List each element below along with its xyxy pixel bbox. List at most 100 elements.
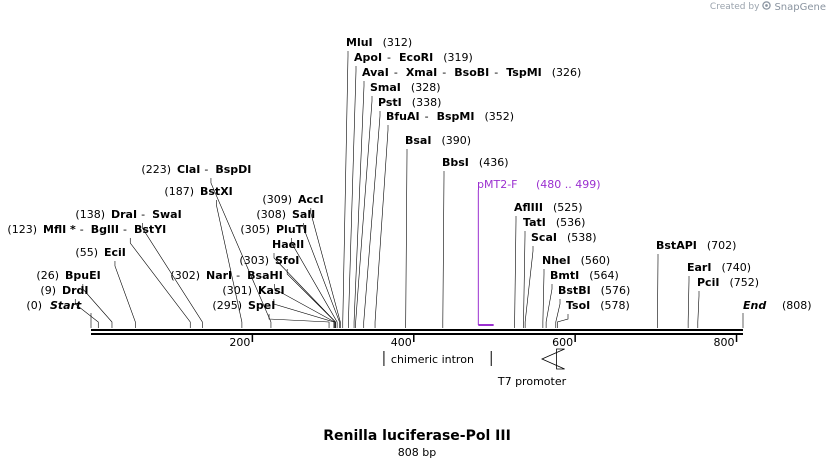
- site-tsoi[interactable]: TsoI (578): [557, 299, 630, 328]
- site-mlui[interactable]: MluI (312): [342, 36, 412, 328]
- snapgene-logo-icon: [762, 1, 772, 13]
- site-bstapi[interactable]: BstAPI (702): [656, 239, 736, 328]
- name-separator: -: [425, 110, 429, 123]
- feature-T7-promoter[interactable]: T7 promoter: [497, 348, 567, 388]
- site-tati[interactable]: TatI (536): [523, 216, 585, 328]
- enzyme-name: AccI: [298, 193, 324, 206]
- enzyme-name: PciI: [697, 276, 719, 289]
- enzyme-name: PluTI: [276, 223, 307, 236]
- site-nari[interactable]: (302) NarI - BsaHI: [170, 269, 335, 328]
- site-avai[interactable]: AvaI - XmaI - BsoBI - TspMI (326): [353, 66, 582, 328]
- site-drai[interactable]: (138) DraI - SwaI: [75, 208, 203, 328]
- primer-pmt2-f[interactable]: pMT2-F (480 .. 499): [477, 178, 601, 326]
- site-position: (326): [552, 66, 582, 79]
- site-drdi[interactable]: (9) DrdI: [40, 284, 99, 328]
- site-position: (576): [601, 284, 631, 297]
- enzyme-name: BglII: [91, 223, 119, 236]
- site-position: (302): [170, 269, 200, 282]
- enzyme-name: SwaI: [152, 208, 182, 221]
- site-position: (538): [567, 231, 597, 244]
- site-position: (303): [239, 254, 269, 267]
- site-scai[interactable]: ScaI (538): [524, 231, 597, 328]
- site-bsai[interactable]: BsaI (390): [405, 134, 471, 328]
- site-bpuei[interactable]: (26) BpuEI: [36, 269, 113, 328]
- enzyme-name: PstI: [378, 96, 402, 109]
- site-pluti[interactable]: (305) PluTI: [240, 223, 338, 328]
- enzyme-name: TsoI: [566, 299, 590, 312]
- site-connector: [442, 171, 445, 328]
- site-connector: [523, 231, 526, 328]
- site-smai[interactable]: SmaI (328): [355, 81, 441, 328]
- site-connector: [216, 200, 243, 328]
- axis-tick-600: 600: [552, 334, 576, 349]
- site-bmti[interactable]: BmtI (564): [545, 269, 619, 328]
- site-bstbi[interactable]: BstBI (576): [555, 284, 631, 328]
- enzyme-name: AflIII: [514, 201, 543, 214]
- site-connector: [524, 246, 534, 328]
- feature-label: T7 promoter: [497, 375, 567, 388]
- enzyme-name: BfuAI: [386, 110, 420, 123]
- restriction-sites-layer: (9) DrdI(26) BpuEI(55) EciI(123) MflI * - BglI…: [7, 36, 812, 328]
- site-pcii[interactable]: PciI (752): [697, 276, 759, 328]
- enzyme-name: MluI: [346, 36, 373, 49]
- start-marker: (0) Start: [26, 299, 92, 328]
- site-connector: [687, 276, 690, 328]
- name-separator: -: [123, 223, 127, 236]
- enzyme-name: ScaI: [531, 231, 557, 244]
- site-ecii[interactable]: (55) EciI: [75, 246, 136, 328]
- enzyme-name: BsaI: [405, 134, 431, 147]
- site-connector: [114, 261, 136, 328]
- enzyme-name: ClaI: [177, 163, 200, 176]
- name-separator: -: [204, 163, 208, 176]
- site-connector: [273, 253, 336, 328]
- site-position: (223): [141, 163, 171, 176]
- site-haeii[interactable]: HaeII: [272, 238, 336, 328]
- end-position: (808): [782, 299, 812, 312]
- site-connector: [291, 238, 338, 328]
- site-connector: [542, 269, 545, 328]
- site-apoi[interactable]: ApoI - EcoRI (319): [348, 51, 473, 328]
- enzyme-name: HaeII: [272, 238, 304, 251]
- enzyme-name: SfoI: [275, 254, 299, 267]
- name-separator: -: [141, 208, 145, 221]
- site-afliii[interactable]: AflIII (525): [514, 201, 583, 328]
- site-connector: [405, 149, 408, 328]
- axis-tick-800: 800: [714, 334, 738, 349]
- feature-chimeric-intron[interactable]: chimeric intron: [383, 351, 492, 366]
- enzyme-name: EcoRI: [399, 51, 433, 64]
- site-sali[interactable]: (308) SalI: [256, 208, 340, 328]
- site-nhei[interactable]: NheI (560): [542, 254, 610, 328]
- enzyme-name: KasI: [258, 284, 285, 297]
- site-position: (308): [256, 208, 286, 221]
- enzyme-name: ApoI: [354, 51, 382, 64]
- features-layer: chimeric intron T7 promoter: [383, 348, 567, 388]
- site-spei[interactable]: (295) SpeI: [212, 299, 330, 328]
- site-position: (564): [589, 269, 619, 282]
- primer-layer: pMT2-F (480 .. 499): [477, 178, 601, 326]
- site-sfoi[interactable]: (303) SfoI: [239, 254, 336, 328]
- site-connector: [555, 299, 561, 328]
- site-clai[interactable]: (223) ClaI - BspDI: [141, 163, 272, 328]
- site-position: (301): [222, 284, 252, 297]
- site-connector: [514, 216, 517, 328]
- tick-label: 200: [229, 336, 250, 349]
- site-position: (536): [556, 216, 586, 229]
- site-kasi[interactable]: (301) KasI: [222, 284, 335, 328]
- site-position: (352): [484, 110, 514, 123]
- end-marker: End (808): [742, 299, 812, 328]
- snapgene-credit: Created by SnapGene: [710, 1, 826, 13]
- site-bbsi[interactable]: BbsI (436): [442, 156, 509, 328]
- site-eari[interactable]: EarI (740): [687, 261, 751, 328]
- site-position: (740): [721, 261, 751, 274]
- site-mfli[interactable]: (123) MflI * - BglII - BstYI: [7, 223, 191, 328]
- site-bstxi[interactable]: (187) BstXI: [164, 185, 243, 328]
- enzyme-name: NheI: [542, 254, 571, 267]
- site-connector: [274, 284, 335, 328]
- enzyme-name: BstBI: [558, 284, 591, 297]
- site-psti[interactable]: PstI (338): [363, 96, 442, 328]
- sequence-length: 808 bp: [397, 446, 437, 459]
- enzyme-name: SpeI: [248, 299, 275, 312]
- site-bfuai[interactable]: BfuAI - BspMI (352): [374, 110, 514, 328]
- site-connector: [268, 314, 330, 328]
- site-acci[interactable]: (309) AccI: [262, 193, 341, 328]
